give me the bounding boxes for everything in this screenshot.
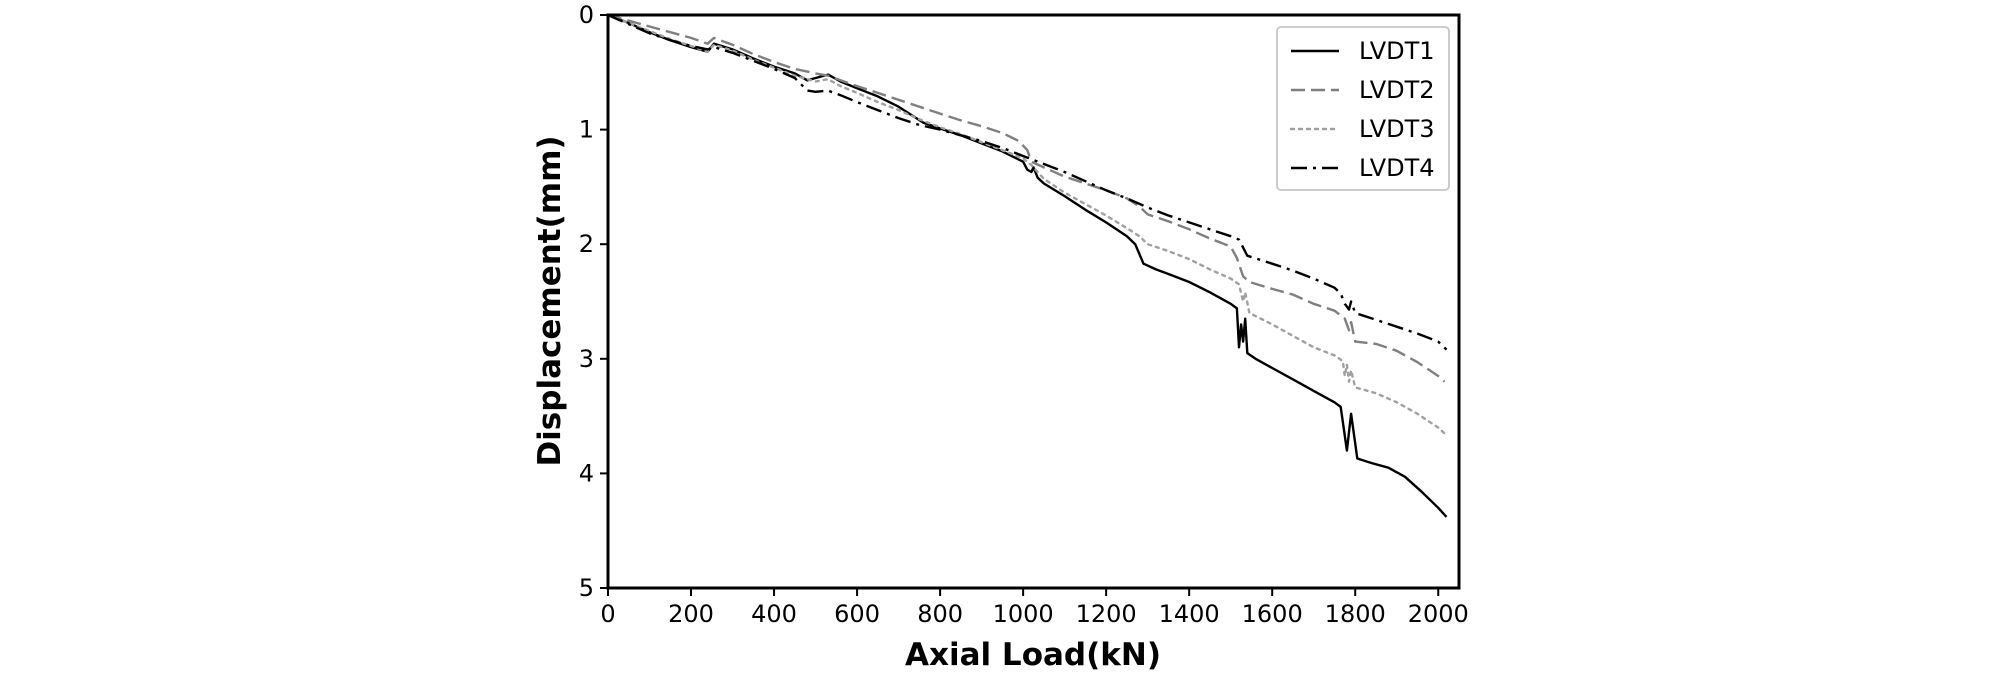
series-line-lvdt3 <box>606 13 1446 435</box>
y-tick-label: 1 <box>579 116 594 144</box>
x-tick-label: 1000 <box>993 600 1054 628</box>
legend-label: LVDT2 <box>1359 76 1435 104</box>
series-line-lvdt2 <box>607 13 1446 383</box>
y-tick-label: 0 <box>579 1 594 29</box>
legend-label: LVDT1 <box>1359 37 1435 65</box>
x-tick-label: 0 <box>600 600 615 628</box>
y-tick-label: 4 <box>579 459 594 487</box>
x-tick-label: 800 <box>917 600 963 628</box>
x-tick-label: 1400 <box>1159 600 1220 628</box>
y-axis-title: Displacement(mm) <box>532 135 568 466</box>
series-layer <box>606 13 1448 518</box>
x-axis: 0 200 400 600 800 1000 1200 1400 1600 1800 2000 <box>600 588 1469 628</box>
x-tick-label: 1800 <box>1325 600 1386 628</box>
y-tick-label: 2 <box>579 230 594 258</box>
x-tick-label: 1600 <box>1242 600 1303 628</box>
series-line-lvdt1 <box>607 13 1448 518</box>
x-tick-label: 2000 <box>1408 600 1469 628</box>
x-tick-label: 200 <box>668 600 714 628</box>
x-axis-title: Axial Load(kN) <box>905 637 1161 673</box>
x-tick-label: 400 <box>751 600 797 628</box>
legend: LVDT1 LVDT2 LVDT3 LVDT4 <box>1276 26 1450 191</box>
x-tick-label: 600 <box>834 600 880 628</box>
y-tick-label: 5 <box>579 574 594 602</box>
x-tick-label: 1200 <box>1076 600 1137 628</box>
legend-label: LVDT3 <box>1359 115 1435 143</box>
legend-label: LVDT4 <box>1359 154 1435 182</box>
y-axis: 0 1 2 3 4 5 <box>579 1 608 602</box>
series-line-lvdt4 <box>607 13 1448 351</box>
legend-box <box>1276 26 1450 191</box>
plot-frame <box>606 13 1461 590</box>
y-tick-label: 3 <box>579 345 594 373</box>
